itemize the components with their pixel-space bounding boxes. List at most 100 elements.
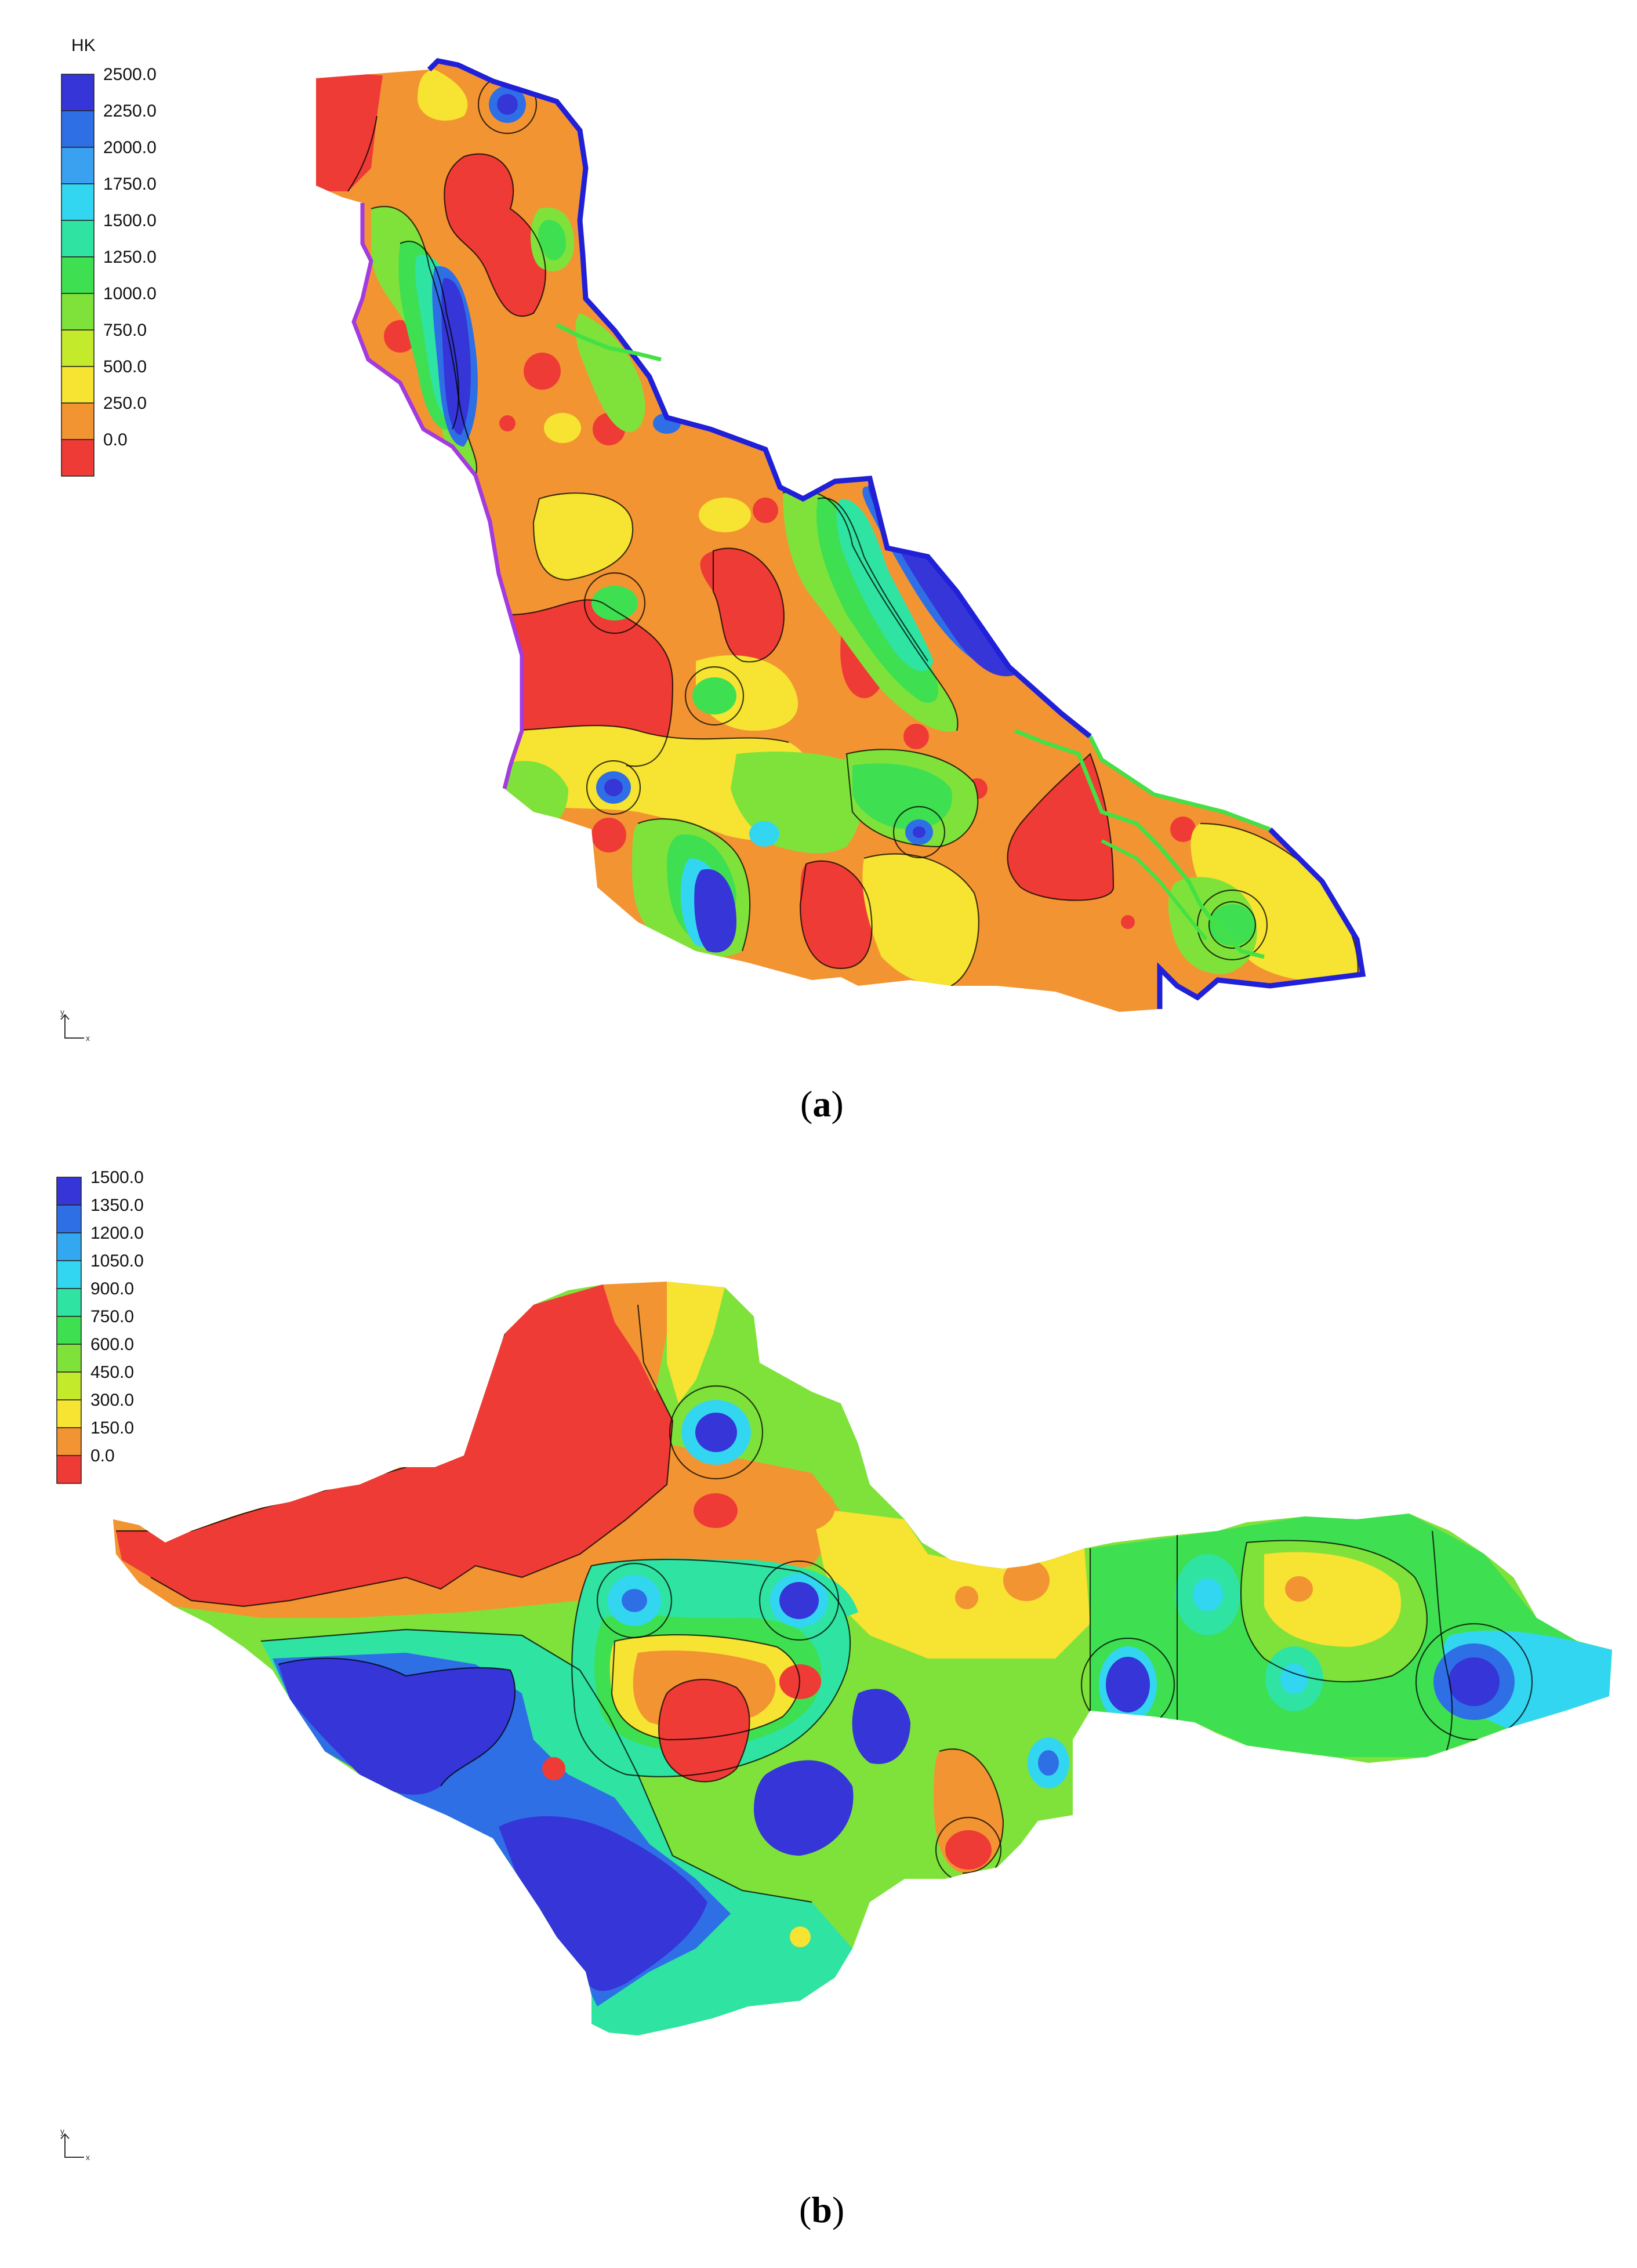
map-a-zone: [913, 826, 925, 838]
legend-label: 450.0: [90, 1363, 134, 1382]
map-a-contour: [1007, 753, 1115, 901]
legend-swatch: [56, 1371, 82, 1400]
map-a-contour: [347, 115, 378, 192]
map-a-boundary-east: [427, 58, 1092, 739]
legend-label: 1000.0: [103, 284, 157, 303]
legend-swatch: [56, 1288, 82, 1317]
map-a-zone: [753, 498, 778, 523]
map-b-contour: [669, 1385, 764, 1480]
legend-swatch: [56, 1427, 82, 1456]
legend-swatch: [61, 293, 95, 331]
map-b-zone: [542, 1757, 565, 1780]
legend-label: 2500.0: [103, 65, 157, 84]
legend-label: 1050.0: [90, 1251, 144, 1271]
legend-label: 750.0: [103, 321, 147, 340]
map-b-zone: [779, 1582, 819, 1619]
map-b-zone: [278, 1658, 516, 1795]
legend-label: 1500.0: [90, 1168, 144, 1187]
legend-swatch: [61, 147, 95, 184]
map-b-zone: [852, 1689, 910, 1764]
map-a-zone: [524, 353, 561, 390]
map-a-contour: [583, 572, 646, 634]
legend-label: 1200.0: [90, 1224, 144, 1243]
map-a-contour: [532, 492, 634, 581]
legend-swatch: [56, 1316, 82, 1345]
map-b-contour: [1415, 1623, 1533, 1741]
map-b-contour: [758, 1560, 840, 1641]
map-b-contour: [571, 1559, 851, 1777]
map-a-zone: [852, 763, 952, 829]
panel-a: HK 2500.0 2250.0 2000.0 1750.0 1500.0 1250.0 1…: [60, 36, 1366, 1124]
map-a-zone: [1170, 817, 1196, 842]
map-a-zone: [699, 498, 751, 532]
axis-glyph-a: x y: [60, 1007, 90, 1043]
map-a-river: [1088, 735, 1271, 832]
map-a: [316, 58, 1366, 1012]
map-a-zone: [499, 415, 516, 431]
map-b-zone: [659, 1679, 750, 1782]
map-b-zone: [667, 1282, 725, 1403]
map-a-contour: [510, 599, 674, 767]
legend-label: 2000.0: [103, 138, 157, 157]
legend-label: 250.0: [103, 394, 147, 413]
map-b-zone: [694, 1493, 738, 1528]
map-a-zone: [544, 413, 581, 443]
map-b-contour: [658, 1679, 750, 1783]
map-a-zone: [903, 724, 929, 749]
legend-swatch: [61, 402, 95, 440]
svg-text:x: x: [86, 1033, 90, 1043]
map-a-contour: [1196, 889, 1268, 961]
legend-label: 1350.0: [90, 1196, 144, 1215]
map-b-zone: [779, 1664, 821, 1699]
legend-swatch: [61, 439, 95, 477]
legend-swatch: [56, 1455, 82, 1484]
caption-a-letter: a: [812, 1083, 831, 1124]
legend-label: 1750.0: [103, 175, 157, 194]
map-b-zone: [1003, 1559, 1050, 1601]
map-a-zone: [444, 154, 546, 317]
map-b-contour: [1240, 1540, 1428, 1683]
map-a-zone: [533, 493, 633, 580]
map-a-zone: [418, 70, 468, 121]
legend-label: 1500.0: [103, 211, 157, 230]
legend-label: 0.0: [103, 430, 128, 449]
caption-b-letter: b: [811, 2189, 832, 2230]
map-b-zone: [955, 1586, 978, 1609]
map-b-contour: [278, 1657, 516, 1787]
legend-swatch: [56, 1204, 82, 1233]
map-b-contour: [611, 1634, 800, 1741]
map-a-boundary-southeast: [1157, 827, 1366, 1009]
legend-label: 900.0: [90, 1279, 134, 1298]
map-a-contour: [817, 497, 928, 662]
map-b-zone: [1280, 1664, 1308, 1694]
map-a-contour: [637, 818, 751, 952]
map-b-zone: [116, 1284, 673, 1606]
svg-text:y: y: [60, 2127, 64, 2136]
map-b-zone: [1449, 1657, 1500, 1706]
map-a-contour: [782, 489, 959, 731]
map-b-zone: [765, 1483, 835, 1532]
legend-b: 1500.0 1350.0 1200.0 1050.0 900.0 750.0 600.0 4…: [56, 1168, 144, 1484]
legend-swatch: [61, 183, 95, 221]
map-b-contour: [939, 1748, 1004, 1874]
axis-glyph-b: x y: [60, 2127, 90, 2162]
legend-label: 150.0: [90, 1418, 134, 1438]
legend-swatch: [61, 74, 95, 111]
map-b-zone: [603, 1282, 667, 1392]
legend-swatch: [56, 1344, 82, 1373]
map-a-contour: [799, 860, 873, 970]
legend-swatch: [61, 220, 95, 257]
legend-swatch: [56, 1399, 82, 1428]
map-b-contour: [596, 1562, 673, 1639]
map-b-contour: [260, 1628, 812, 1903]
legend-swatch: [61, 366, 95, 404]
map-a-boundary-west: [351, 203, 524, 789]
map-b-zone: [1038, 1750, 1059, 1776]
map-a-river: [1014, 728, 1265, 959]
map-b-zone: [695, 1413, 737, 1452]
map-b-zone: [622, 1589, 647, 1612]
map-b: [113, 1282, 1612, 2035]
map-a-zone: [800, 861, 872, 968]
legend-a-title: HK: [71, 36, 96, 55]
map-a-contour: [371, 205, 478, 476]
